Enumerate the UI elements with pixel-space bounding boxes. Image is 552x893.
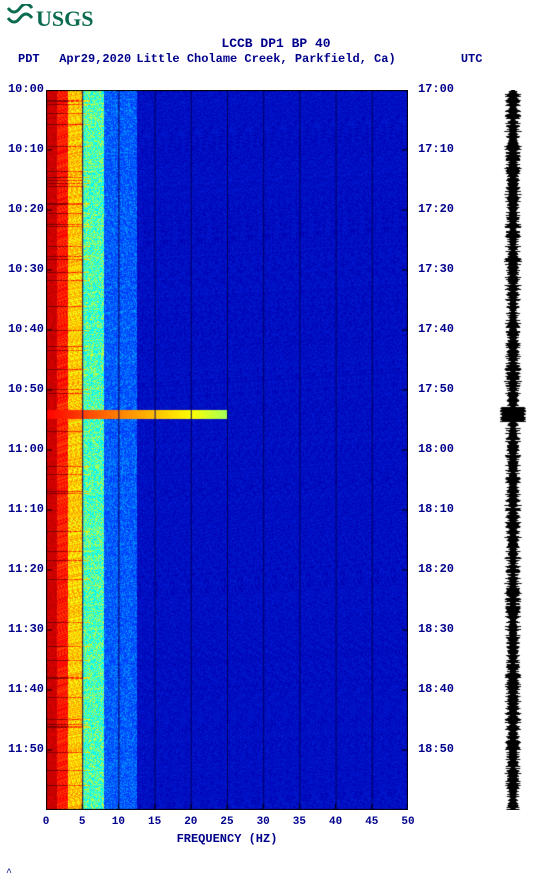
chart-title: LCCB DP1 BP 40 — [0, 36, 552, 51]
x-tick: 20 — [184, 816, 197, 828]
y-left-tick: 10:00 — [2, 82, 44, 96]
y-right-tick: 17:50 — [412, 382, 454, 396]
y-right-tick: 18:50 — [412, 742, 454, 756]
y-right-tick: 17:40 — [412, 322, 454, 336]
y-right-tick: 18:30 — [412, 622, 454, 636]
y-left-tick: 11:00 — [2, 442, 44, 456]
y-left-tick: 10:40 — [2, 322, 44, 336]
x-axis-label: FREQUENCY (HZ) — [46, 832, 408, 846]
y-left-tick: 10:50 — [2, 382, 44, 396]
x-tick: 45 — [365, 816, 378, 828]
y-right-tick: 17:20 — [412, 202, 454, 216]
usgs-logo: USGS — [6, 4, 102, 37]
y-right-tick: 18:10 — [412, 502, 454, 516]
x-tick: 40 — [329, 816, 342, 828]
y-right-tick: 17:00 — [412, 82, 454, 96]
spectrogram-plot — [46, 90, 408, 810]
y-right-tick: 17:10 — [412, 142, 454, 156]
y-left-tick: 11:10 — [2, 502, 44, 516]
x-tick: 35 — [293, 816, 306, 828]
tz-right: UTC — [461, 52, 483, 66]
x-tick: 10 — [112, 816, 125, 828]
location: Little Cholame Creek, Parkfield, Ca) — [136, 52, 416, 66]
y-right-tick: 18:20 — [412, 562, 454, 576]
usgs-text: USGS — [36, 6, 93, 31]
tz-left: PDT — [18, 52, 52, 66]
y-right-tick: 17:30 — [412, 262, 454, 276]
chart-subtitle: PDT Apr29,2020 Little Cholame Creek, Par… — [18, 52, 528, 66]
x-tick: 0 — [43, 816, 50, 828]
x-tick: 15 — [148, 816, 161, 828]
y-left-tick: 11:30 — [2, 622, 44, 636]
y-left-tick: 11:50 — [2, 742, 44, 756]
x-tick: 25 — [220, 816, 233, 828]
spectrogram-canvas — [46, 90, 408, 810]
y-left-tick: 10:30 — [2, 262, 44, 276]
x-tick: 30 — [257, 816, 270, 828]
x-tick: 5 — [79, 816, 86, 828]
x-tick: 50 — [401, 816, 414, 828]
y-left-tick: 10:20 — [2, 202, 44, 216]
y-right-tick: 18:40 — [412, 682, 454, 696]
footer-marker: ^ — [6, 868, 12, 879]
date: Apr29,2020 — [59, 52, 129, 66]
y-left-tick: 10:10 — [2, 142, 44, 156]
y-left-tick: 11:20 — [2, 562, 44, 576]
y-left-tick: 11:40 — [2, 682, 44, 696]
waveform-trace — [488, 90, 538, 810]
y-right-tick: 18:00 — [412, 442, 454, 456]
